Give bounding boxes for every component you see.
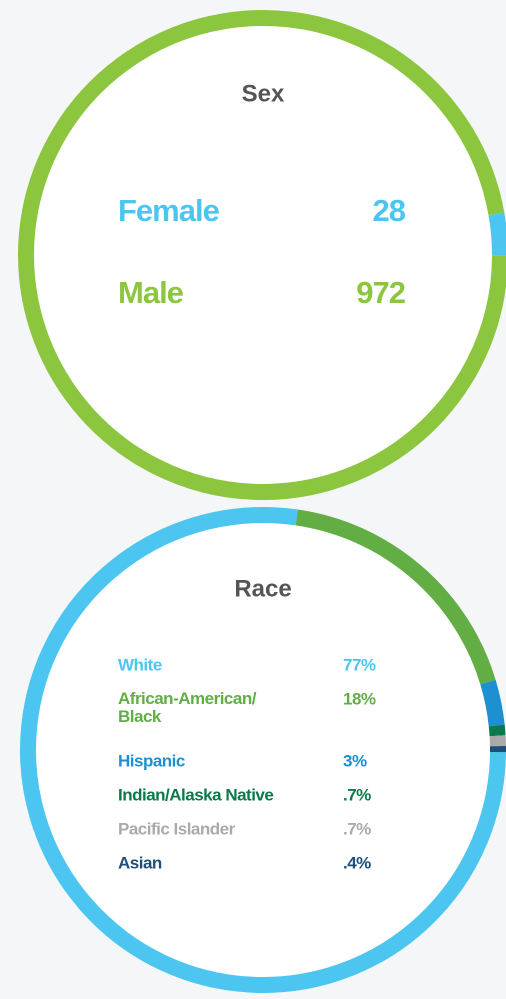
legend-label: White: [118, 655, 162, 674]
legend-label: Indian/Alaska Native: [118, 785, 273, 804]
donut-segment: [20, 507, 506, 993]
legend-value: 972: [356, 275, 405, 310]
legend-value: 3%: [343, 751, 367, 770]
legend-label: African-American/Black: [118, 689, 257, 726]
legend-value: .4%: [343, 853, 371, 872]
legend-value: .7%: [343, 785, 371, 804]
legend-label: Female: [118, 193, 220, 228]
legend-value: .7%: [343, 819, 371, 838]
legend-label: Pacific Islander: [118, 819, 236, 838]
legend-value: 28: [373, 193, 406, 228]
legend-label: Asian: [118, 853, 162, 872]
legend-label: Hispanic: [118, 751, 185, 770]
donut-hole: [26, 18, 500, 492]
legend-label: Male: [118, 275, 184, 310]
chart-title: Race: [234, 575, 291, 602]
donut-segment: [480, 679, 505, 727]
donut-segment: [488, 724, 506, 737]
donut-segment: [18, 10, 506, 501]
chart-title: Sex: [242, 80, 285, 107]
legend-value: 77%: [343, 655, 376, 674]
donut-segment: [488, 212, 506, 256]
donut-hole: [28, 515, 498, 985]
legend-value: 18%: [343, 689, 376, 708]
donut-segment: [295, 509, 496, 685]
